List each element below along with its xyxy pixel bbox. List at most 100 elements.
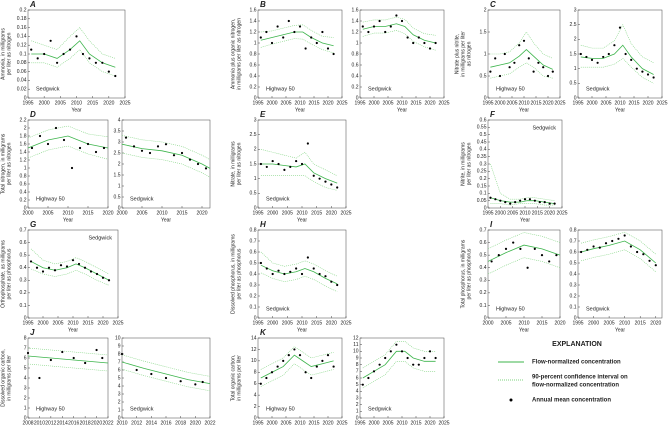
annual-mean-point	[602, 55, 605, 59]
annual-mean-point	[499, 199, 502, 202]
y-tick-label: 0.12	[17, 43, 27, 49]
x-tick-label: 1995	[252, 100, 263, 106]
x-axis-label: Year	[297, 217, 307, 223]
x-tick-label: 2020	[322, 420, 333, 426]
plot-frame	[487, 119, 563, 209]
x-tick-label: 2000	[482, 320, 493, 326]
x-tick-label: 2016	[68, 420, 79, 426]
annual-mean-point	[489, 70, 492, 73]
x-axis-label: Year	[615, 327, 625, 333]
annual-mean-point	[494, 198, 497, 201]
y-axis-label: Nitrate, in milligrams	[230, 141, 236, 187]
x-tick-label: 2012	[45, 420, 56, 426]
trend-line	[490, 49, 553, 70]
annual-mean-point	[107, 70, 110, 73]
x-tick-label: 2015	[311, 320, 322, 326]
x-tick-label: 1995	[252, 320, 263, 326]
annual-mean-point	[514, 201, 517, 204]
plot-frame	[27, 229, 119, 319]
annual-mean-point	[318, 272, 321, 276]
x-tick-label: 2016	[160, 420, 171, 426]
y-tick-label: 0.4	[250, 271, 257, 277]
y-axis-label: per liter as phosphorus	[466, 248, 472, 299]
x-tick-label: 2020	[424, 100, 435, 106]
y-axis-label: in milligrams per liter	[6, 355, 12, 401]
y-tick-label: 0.15	[477, 183, 487, 189]
annual-mean-point	[533, 199, 536, 202]
y-tick-label: 0.5	[250, 260, 257, 266]
annual-mean-point	[513, 61, 516, 64]
trend-line	[581, 240, 657, 264]
x-tick-label: 2020	[542, 100, 553, 106]
y-tick-label: 10	[115, 335, 121, 341]
y-tick-label: 0.04	[17, 78, 27, 84]
y-tick-label: 7	[118, 359, 121, 365]
annual-mean-point	[30, 48, 33, 51]
x-tick-label: 2005	[282, 320, 293, 326]
y-tick-label: 0.3	[570, 282, 577, 288]
y-tick-label: 0.18	[17, 16, 27, 22]
annual-mean-point	[324, 180, 327, 183]
annual-mean-point	[494, 57, 497, 60]
annual-mean-point	[287, 19, 290, 23]
annual-mean-point	[95, 348, 98, 352]
y-tick-label: 0.8	[250, 51, 257, 57]
y-tick-label: 12	[353, 335, 359, 341]
x-tick-label: 2000	[588, 320, 599, 326]
annual-mean-point	[312, 174, 315, 177]
annual-mean-point	[508, 66, 511, 69]
annual-mean-point	[636, 250, 639, 254]
annual-mean-point	[277, 269, 280, 272]
trend-line	[487, 244, 561, 262]
annual-mean-point	[188, 158, 192, 161]
annual-mean-point	[75, 35, 78, 38]
ci-upper	[490, 31, 553, 59]
x-tick-label: 2010	[67, 320, 78, 326]
x-tick-label: 2000	[22, 210, 33, 216]
plot-frame	[359, 9, 445, 99]
annual-mean-point	[498, 74, 502, 78]
annual-mean-point	[617, 237, 620, 240]
x-tick-label: 2010	[296, 320, 307, 326]
x-tick-label: 1995	[572, 100, 583, 106]
trend-line	[580, 44, 654, 75]
y-tick-label: 0.2	[20, 7, 27, 13]
x-axis-label: Year	[71, 107, 81, 113]
annual-mean-point	[315, 41, 318, 45]
y-tick-label: 0.55	[477, 125, 487, 131]
annual-mean-point	[548, 202, 551, 205]
x-axis-label: Year	[68, 327, 78, 333]
annual-mean-point	[172, 154, 176, 157]
ci-upper	[362, 341, 436, 369]
ci-lower	[30, 268, 110, 286]
y-tick-label: 0.25	[477, 169, 487, 175]
y-tick-label: 0.1	[20, 51, 27, 57]
x-tick-label: 2005	[52, 320, 63, 326]
x-tick-label: 2000	[586, 100, 597, 106]
x-tick-label: 2005	[506, 100, 517, 106]
annual-mean-point	[49, 358, 52, 362]
annual-mean-point	[555, 254, 558, 257]
y-axis-label: in milligrams per liter	[236, 355, 242, 401]
y-tick-label: 0	[24, 95, 27, 101]
y-tick-label: 0.06	[17, 69, 27, 75]
x-axis-label: Year	[397, 107, 407, 113]
x-tick-label: 2005	[136, 210, 147, 216]
annual-mean-point	[310, 376, 313, 380]
y-tick-label: 1.6	[352, 7, 359, 13]
x-tick-label: 1995	[354, 420, 365, 426]
legend-label: flow-normalized concentration	[532, 383, 619, 389]
y-tick-label: 6	[24, 355, 27, 361]
trend-line	[27, 135, 109, 149]
annual-mean-point	[330, 183, 333, 186]
annual-mean-point	[654, 264, 657, 267]
annual-mean-point	[580, 250, 583, 254]
ci-upper	[580, 23, 654, 64]
y-axis-label: Nitrite, in milligrams	[460, 142, 466, 186]
y-axis-label: in milligrams per liter	[460, 31, 466, 77]
x-tick-label: 2005	[382, 100, 393, 106]
annual-mean-point	[367, 376, 370, 380]
annual-mean-point	[265, 267, 268, 270]
y-tick-label: 10	[251, 358, 257, 364]
y-tick-label: 0.6	[570, 249, 577, 255]
